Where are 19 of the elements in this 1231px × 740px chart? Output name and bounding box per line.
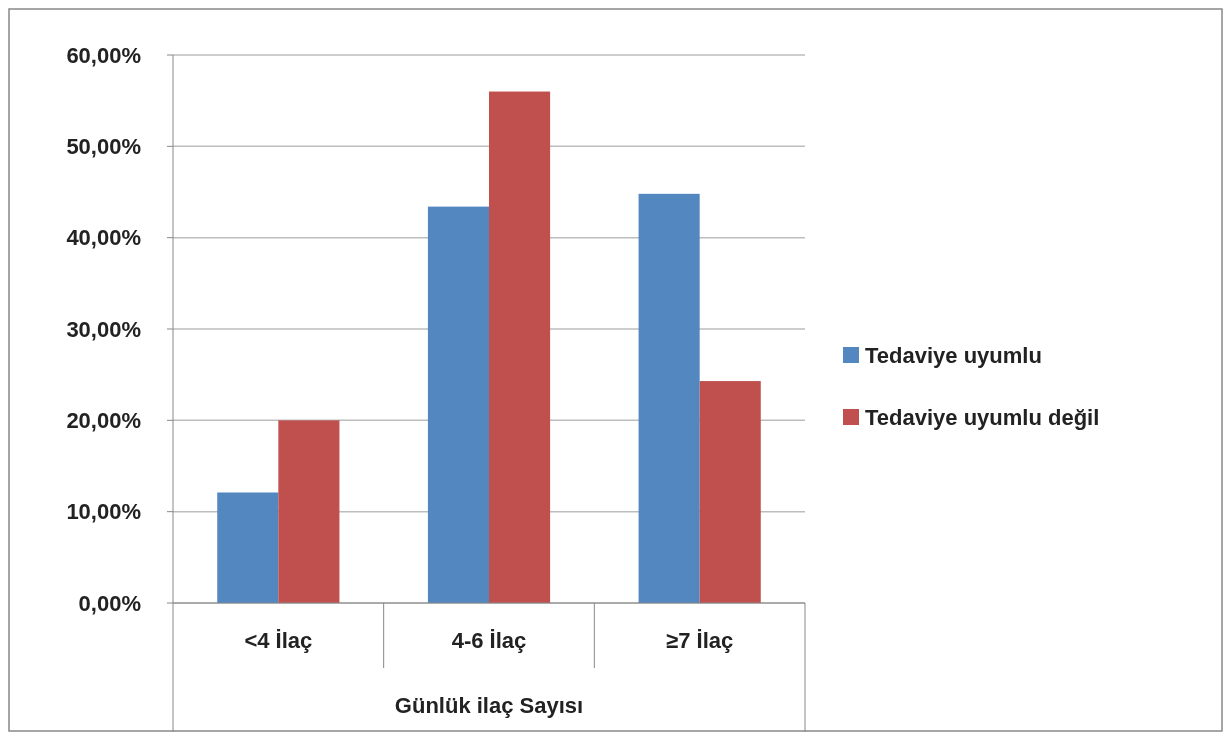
x-tick-label: 4-6 İlaç — [451, 628, 527, 653]
legend-label: Tedaviye uyumlu — [865, 342, 1042, 368]
bar — [427, 206, 489, 603]
y-tick-label: 0,00% — [78, 590, 141, 616]
bar — [217, 492, 279, 603]
y-tick-label: 40,00% — [66, 225, 141, 251]
y-tick-label: 10,00% — [66, 499, 141, 525]
bar — [638, 193, 700, 603]
bar — [699, 381, 761, 603]
y-tick-label: 60,00% — [66, 42, 141, 68]
legend-label: Tedaviye uyumlu değil — [865, 404, 1100, 430]
x-tick-label: ≥7 İlaç — [666, 628, 734, 653]
bar — [278, 420, 340, 603]
y-tick-label: 30,00% — [66, 316, 141, 342]
y-tick-label: 20,00% — [66, 408, 141, 434]
x-tick-label: <4 İlaç — [244, 628, 313, 653]
x-axis-title: Günlük ilaç Sayısı — [394, 693, 584, 718]
y-tick-label: 50,00% — [66, 134, 141, 160]
bar — [489, 91, 551, 603]
